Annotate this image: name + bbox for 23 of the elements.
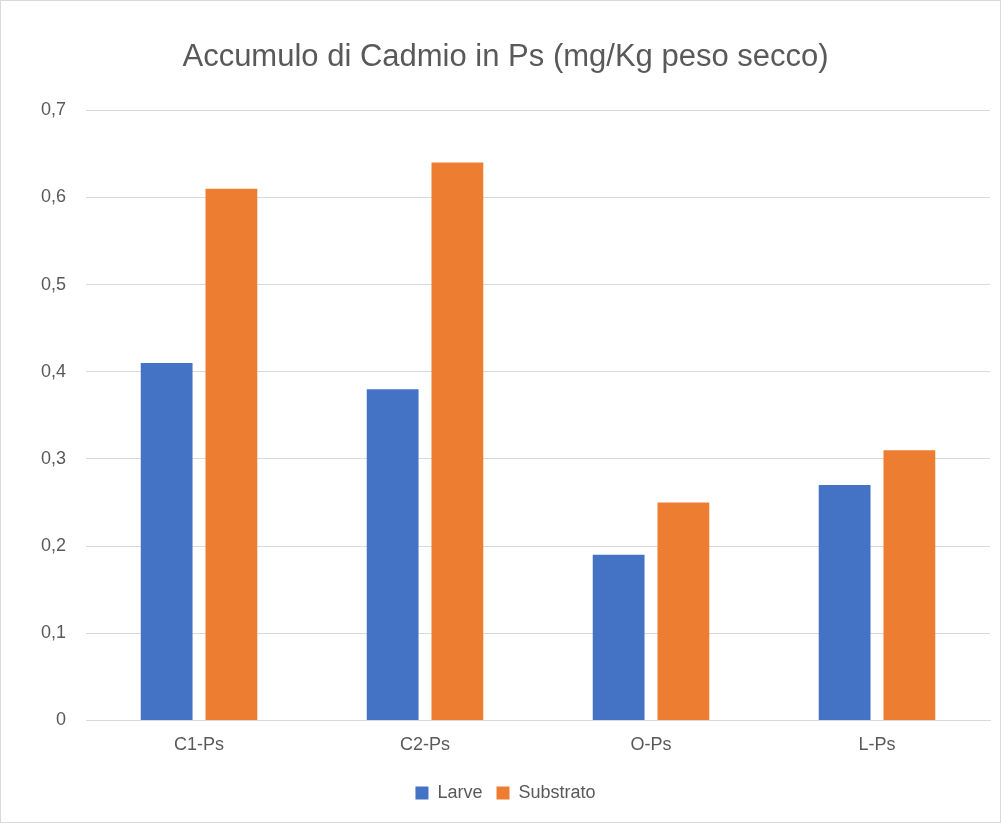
bar xyxy=(883,450,936,720)
bar xyxy=(657,502,710,720)
legend-label: Substrato xyxy=(518,781,596,802)
y-tick-label: 0 xyxy=(56,709,67,730)
x-tick-label: L-Ps xyxy=(858,734,896,755)
bar xyxy=(140,363,193,720)
chart-title: Accumulo di Cadmio in Ps (mg/Kg peso secco) xyxy=(182,38,829,74)
y-tick-label: 0,1 xyxy=(40,622,67,643)
bar xyxy=(592,554,645,720)
x-tick-label: C1-Ps xyxy=(174,734,225,755)
bar xyxy=(818,485,871,720)
x-tick-label: C2-Ps xyxy=(400,734,451,755)
y-tick-label: 0,7 xyxy=(40,99,67,120)
y-tick-label: 0,6 xyxy=(40,186,67,207)
x-tick-label: O-Ps xyxy=(630,734,672,755)
legend-label: Larve xyxy=(437,781,483,802)
bar xyxy=(366,389,419,720)
bar xyxy=(205,188,258,720)
y-tick-label: 0,5 xyxy=(40,273,67,294)
y-tick-label: 0,4 xyxy=(40,360,67,381)
y-tick-label: 0,2 xyxy=(40,535,67,556)
bar xyxy=(431,162,484,720)
y-tick-label: 0,3 xyxy=(40,447,67,468)
